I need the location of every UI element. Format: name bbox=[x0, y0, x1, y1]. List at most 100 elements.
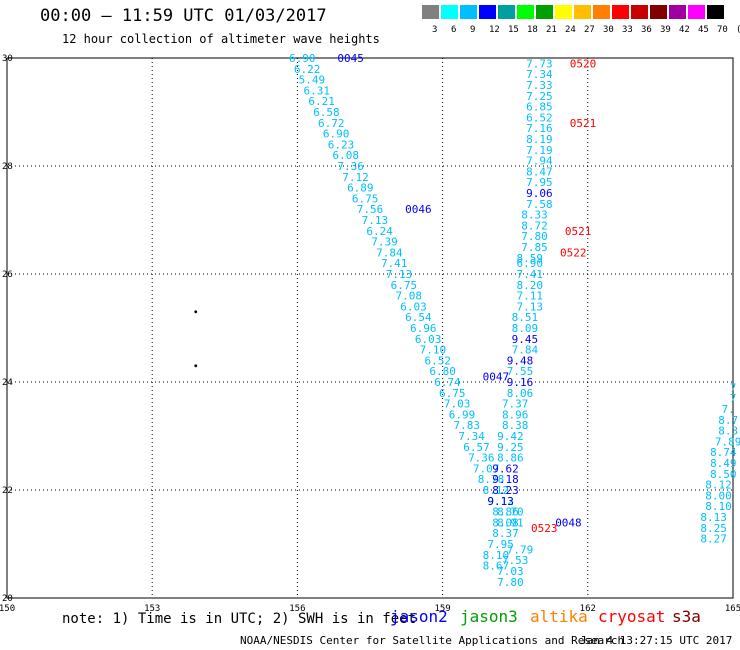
wave-height-label: 7.12 bbox=[342, 171, 369, 184]
legend-label: 70 bbox=[717, 25, 728, 35]
legend-label: 15 bbox=[508, 25, 519, 35]
wave-height-label: 6.52 bbox=[526, 111, 553, 124]
wave-height-label: 9.06 bbox=[526, 187, 553, 200]
wave-height-label: 7.89 bbox=[715, 435, 740, 448]
wave-height-label: 7.53 bbox=[502, 554, 529, 567]
wave-height-label: 6.21 bbox=[308, 95, 335, 108]
wave-height-label: 8.3 bbox=[718, 425, 738, 438]
legend-label: 27 bbox=[584, 25, 595, 35]
wave-height-label: 7.16 bbox=[526, 122, 553, 135]
wave-height-label: 0046 bbox=[405, 203, 432, 216]
wave-height-label: 8.70 bbox=[497, 506, 524, 519]
wave-height-label: 9.62 bbox=[492, 462, 519, 475]
wave-height-label: 6.54 bbox=[405, 311, 432, 324]
wave-height-label: 7.79 bbox=[507, 543, 534, 556]
legend-swatch bbox=[593, 5, 611, 19]
wave-height-label: 6.31 bbox=[304, 84, 331, 97]
legend-label: 33 bbox=[622, 25, 633, 35]
wave-height-label: 7.41 bbox=[381, 257, 408, 270]
wave-height-label: 7.33 bbox=[526, 79, 553, 92]
wave-height-label: 6.90 bbox=[516, 257, 543, 270]
wave-height-label: 9.45 bbox=[512, 333, 539, 346]
lat-tick-label: 30 bbox=[2, 54, 13, 64]
wave-height-label: 7.36 bbox=[337, 160, 364, 173]
legend-label: 39 bbox=[660, 25, 671, 35]
wave-height-label: 8.20 bbox=[516, 279, 543, 292]
wave-height-label: 0521 bbox=[565, 225, 592, 238]
wave-height-label: 6.75 bbox=[391, 279, 418, 292]
wave-height-label: 7.13 bbox=[362, 214, 389, 227]
wave-height-label: 0520 bbox=[570, 57, 597, 70]
legend-label: 21 bbox=[546, 25, 557, 35]
wave-height-label: 6.03 bbox=[400, 300, 427, 313]
wave-height-label: 7.19 bbox=[526, 144, 553, 157]
lat-tick-label: 28 bbox=[2, 162, 13, 172]
wave-height-label: 6.96 bbox=[410, 322, 437, 335]
wave-height-label: 7.10 bbox=[420, 344, 447, 357]
legend-swatch bbox=[422, 5, 440, 19]
map-frame bbox=[6, 57, 734, 599]
land-dot bbox=[194, 364, 198, 368]
legend-label: 9 bbox=[470, 25, 476, 35]
wave-height-label: 6.58 bbox=[313, 106, 340, 119]
wave-height-label: 7.34 bbox=[526, 68, 553, 81]
wave-height-label: 9.12 bbox=[487, 495, 514, 508]
legend-label: 30 bbox=[603, 25, 614, 35]
wave-height-label: 0523 bbox=[531, 522, 558, 535]
legend-swatch bbox=[669, 5, 687, 19]
wave-height-label: 8.78 bbox=[478, 473, 505, 486]
legend-swatch bbox=[460, 5, 478, 19]
wave-height-label: 8.25 bbox=[700, 522, 727, 535]
wave-height-label: 8.37 bbox=[492, 527, 519, 540]
wave-height-label: 6.72 bbox=[318, 117, 345, 130]
satellite-s3a: s3a bbox=[672, 607, 701, 626]
satellite-altika: altika bbox=[530, 607, 588, 626]
wave-height-label: 6.89 bbox=[347, 182, 374, 195]
legend-swatch bbox=[574, 5, 592, 19]
wave-height-label: 6.75 bbox=[352, 192, 379, 205]
lat-tick-label: 20 bbox=[2, 594, 13, 604]
satellite-cryosat: cryosat bbox=[598, 607, 666, 626]
wave-height-label: 6.24 bbox=[366, 225, 393, 238]
wave-height-label: 7.13 bbox=[516, 300, 543, 313]
wave-height-label: 9.42 bbox=[497, 430, 524, 443]
wave-height-label: 8.96 bbox=[502, 408, 529, 421]
legend-swatch bbox=[536, 5, 554, 19]
wave-height-label: 8.09 bbox=[512, 322, 539, 335]
wave-height-label: 6.52 bbox=[425, 354, 452, 367]
wave-height-label: 6.75 bbox=[439, 387, 466, 400]
wave-height-label: 6.08 bbox=[333, 149, 360, 162]
wave-height-label: 8.23 bbox=[492, 484, 519, 497]
wave-height-label: 8.50 bbox=[710, 468, 737, 481]
lat-tick-label: 26 bbox=[2, 270, 13, 280]
wave-height-label: 8.06 bbox=[507, 387, 534, 400]
wave-height-label: 8.74 bbox=[710, 446, 737, 459]
wave-height-label: 7.73 bbox=[526, 57, 553, 70]
wave-height-label: 8.13 bbox=[700, 511, 727, 524]
wave-height-label: 7.13 bbox=[386, 268, 413, 281]
legend-swatch bbox=[688, 5, 706, 19]
wave-height-label: 8.67 bbox=[483, 560, 510, 573]
wave-height-label: 6.22 bbox=[294, 63, 321, 76]
lat-tick-label: 22 bbox=[2, 486, 13, 496]
legend-swatch bbox=[650, 5, 668, 19]
legend-label: 36 bbox=[641, 25, 652, 35]
wave-height-label: 8.10 bbox=[705, 500, 732, 513]
footer-timestamp: Jan 4 13:27:15 UTC 2017 bbox=[580, 634, 733, 647]
wave-height-label: 8.86 bbox=[497, 452, 524, 465]
legend-label: 6 bbox=[451, 25, 457, 35]
wave-height-label: 8.19 bbox=[526, 133, 553, 146]
wave-height-label: 8.10 bbox=[483, 549, 510, 562]
wave-height-label: 8.47 bbox=[526, 165, 553, 178]
legend-swatch bbox=[612, 5, 630, 19]
wave-height-label: 7.84 bbox=[512, 344, 539, 357]
wave-height-label: 7.95 bbox=[487, 538, 514, 551]
legend-label: 18 bbox=[527, 25, 538, 35]
wave-height-label: 9.48 bbox=[507, 354, 534, 367]
wave-height-label: 8.00 bbox=[705, 489, 732, 502]
wave-height-label: 7.58 bbox=[526, 198, 553, 211]
wave-height-label: 0521 bbox=[570, 117, 597, 130]
wave-height-label: 8.12 bbox=[705, 479, 732, 492]
wave-height-label: 7.37 bbox=[502, 398, 529, 411]
wave-height-label: 9.25 bbox=[497, 441, 524, 454]
